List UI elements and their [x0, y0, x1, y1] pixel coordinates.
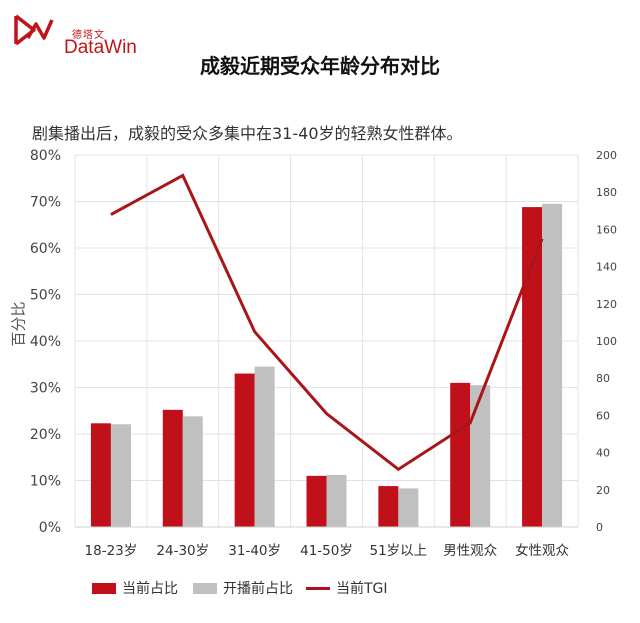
y2-tick-label: 200: [596, 149, 617, 162]
bar-current: [522, 207, 543, 527]
bar-current: [450, 382, 471, 527]
bar-current: [90, 423, 111, 527]
datawin-logo-icon: [14, 14, 54, 46]
legend-swatch-current: [92, 582, 116, 594]
legend-label-tgi: 当前TGI: [336, 581, 388, 597]
bar-before: [254, 366, 275, 527]
y-tick-label: 30%: [30, 381, 61, 397]
chart-title: 成毅近期受众年龄分布对比: [200, 54, 440, 78]
y-tick-label: 80%: [30, 148, 61, 164]
bar-current: [306, 475, 327, 527]
bar-before: [326, 474, 347, 527]
x-tick-label: 51岁以上: [370, 543, 428, 559]
x-tick-label: 41-50岁: [300, 543, 353, 559]
y-tick-label: 50%: [30, 288, 61, 304]
legend: 当前占比 开播前占比 当前TGI: [0, 578, 640, 602]
legend-label-current: 当前占比: [122, 581, 178, 597]
logo: 德塔文 DataWin: [12, 12, 152, 58]
x-tick-label: 男性观众: [443, 543, 497, 559]
x-tick-label: 24-30岁: [156, 543, 209, 559]
bar-before: [110, 424, 131, 527]
chart-subtitle: 剧集播出后，成毅的受众多集中在31-40岁的轻熟女性群体。: [32, 124, 463, 143]
bar-current: [378, 486, 399, 527]
legend-item-current-share: 当前占比: [92, 578, 178, 598]
y-tick-label: 20%: [30, 427, 61, 443]
y-tick-label: 70%: [30, 195, 61, 211]
legend-swatch-before: [193, 582, 217, 594]
y2-tick-label: 80: [596, 372, 610, 385]
legend-item-before-share: 开播前占比: [193, 578, 293, 598]
y-tick-label: 10%: [30, 474, 61, 490]
legend-item-tgi: 当前TGI: [306, 578, 388, 598]
y2-tick-label: 20: [596, 484, 610, 497]
y2-tick-label: 40: [596, 447, 610, 460]
y-tick-label: 60%: [30, 241, 61, 257]
y-tick-label: 0%: [39, 520, 61, 536]
legend-swatch-tgi: [306, 586, 330, 590]
y2-tick-label: 140: [596, 261, 617, 274]
y2-tick-label: 120: [596, 298, 617, 311]
x-tick-label: 女性观众: [515, 542, 569, 559]
y2-tick-label: 100: [596, 335, 617, 348]
y2-tick-label: 180: [596, 186, 617, 199]
bar-current: [234, 373, 255, 527]
legend-label-before: 开播前占比: [223, 581, 293, 597]
tgi-line: [110, 173, 544, 472]
bar-before: [542, 203, 563, 527]
y2-tick-label: 160: [596, 223, 617, 236]
bar-current: [162, 409, 183, 527]
y2-tick-label: 0: [596, 521, 603, 534]
bar-before: [182, 416, 203, 527]
logo-cn-text: 德塔文: [72, 30, 105, 41]
bar-before: [398, 488, 419, 527]
x-tick-label: 31-40岁: [228, 543, 281, 559]
x-tick-label: 18-23岁: [85, 543, 138, 559]
y2-tick-label: 60: [596, 409, 610, 422]
y-tick-label: 40%: [30, 334, 61, 350]
logo-en-text: DataWin: [64, 37, 137, 58]
bar-before: [470, 385, 491, 527]
